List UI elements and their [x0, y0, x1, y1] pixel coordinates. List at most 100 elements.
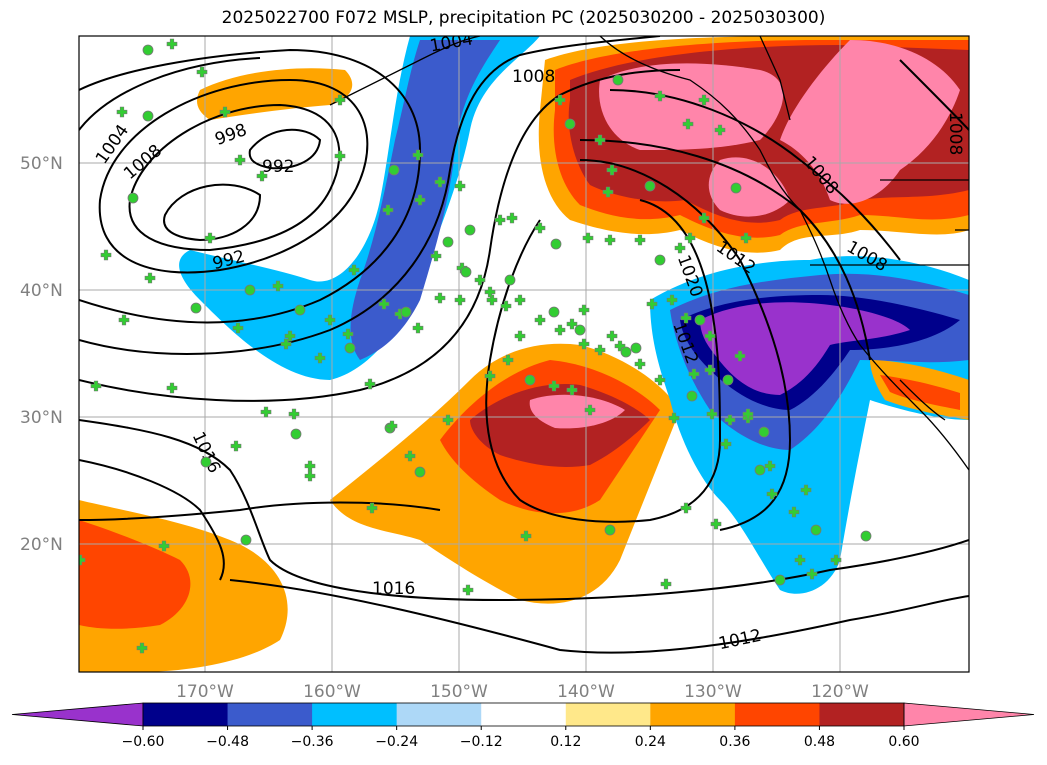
station-marker: [464, 224, 476, 236]
station-marker: [196, 66, 208, 78]
station-marker: [454, 180, 466, 192]
station-marker: [602, 186, 614, 198]
lat-tick-labels: 50°N 40°N 30°N 20°N: [20, 154, 63, 555]
station-marker: [118, 314, 130, 326]
station-marker: [414, 194, 426, 206]
station-marker: [698, 212, 710, 224]
station-marker: [742, 408, 754, 420]
station-marker: [260, 406, 272, 418]
station-marker: [142, 44, 154, 56]
lat-tick-label: 20°N: [20, 535, 63, 555]
station-marker: [219, 106, 231, 118]
station-marker: [694, 314, 706, 326]
lon-tick-label: 170°W: [176, 682, 234, 702]
station-marker: [534, 314, 546, 326]
station-marker: [284, 330, 296, 342]
station-marker: [722, 374, 734, 386]
lon-tick-label: 120°W: [811, 682, 869, 702]
station-marker: [366, 502, 378, 514]
station-marker: [604, 524, 616, 536]
station-marker: [442, 414, 454, 426]
colorbar: −0.60 −0.48 −0.36 −0.24 −0.12 0.12 0.24 0.36 0.4…: [11, 702, 1035, 750]
colorbar-segment: [396, 703, 482, 726]
station-marker: [594, 134, 606, 146]
contour-label: 1008: [945, 112, 965, 155]
station-marker: [578, 338, 590, 350]
station-marker: [90, 380, 102, 392]
coastlines: [329, 36, 969, 471]
map-area: 1004 1008 998 992 992 1008 1016 1016 101…: [79, 36, 969, 672]
station-marker: [740, 232, 752, 244]
station-marker: [334, 94, 346, 106]
station-marker: [500, 300, 512, 312]
lon-tick-label: 130°W: [684, 682, 742, 702]
station-marker: [800, 484, 812, 496]
map-frame: [78, 35, 970, 673]
station-marker: [142, 110, 154, 122]
colorbar-segment: [143, 703, 229, 726]
station-marker: [136, 642, 148, 654]
station-marker: [634, 234, 646, 246]
colorbar-frame: [142, 702, 905, 727]
station-marker: [566, 318, 578, 330]
lat-tick-label: 30°N: [20, 408, 63, 428]
colorbar-tick-label: 0.60: [888, 734, 919, 750]
station-marker: [404, 450, 416, 462]
station-marker: [412, 322, 424, 334]
station-marker: [462, 584, 474, 596]
station-marker: [860, 530, 872, 542]
station-marker: [288, 408, 300, 420]
station-marker: [504, 274, 516, 286]
station-marker: [240, 534, 252, 546]
colorbar-tick-label: −0.36: [291, 734, 334, 750]
station-marker: [682, 118, 694, 130]
colorbar-tick-label: 0.24: [635, 734, 666, 750]
station-marker: [382, 204, 394, 216]
station-marker: [830, 554, 842, 566]
station-marker: [578, 304, 590, 316]
station-marker: [200, 456, 212, 468]
station-marker: [204, 232, 216, 244]
station-marker: [116, 106, 128, 118]
colorbar-tick-label: −0.48: [206, 734, 249, 750]
station-marker: [256, 170, 268, 182]
station-marker: [127, 192, 139, 204]
station-marker: [706, 408, 718, 420]
station-marker: [434, 176, 446, 188]
station-marker: [680, 312, 692, 324]
colorbar-tick-label: 0.12: [550, 734, 581, 750]
station-marker: [574, 324, 586, 336]
station-marker: [604, 234, 616, 246]
lon-tick-labels: 170°W 160°W 150°W 140°W 130°W 120°W: [176, 682, 869, 702]
station-marker: [514, 330, 526, 342]
station-marker: [684, 232, 696, 244]
station-marker: [674, 242, 686, 254]
station-marker: [774, 574, 786, 586]
colorbar-segment: [481, 703, 567, 726]
station-marker: [582, 232, 594, 244]
mslp-contours: [79, 36, 969, 654]
station-marker: [460, 266, 472, 278]
station-marker: [646, 298, 658, 310]
station-marker: [612, 74, 624, 86]
station-marker: [680, 502, 692, 514]
station-marker: [514, 294, 526, 306]
station-marker: [564, 118, 576, 130]
colorbar-segment: [227, 703, 313, 726]
station-marker: [334, 150, 346, 162]
contour-label: 992: [262, 157, 294, 177]
station-marker: [548, 306, 560, 318]
station-marker: [524, 374, 536, 386]
station-marker: [314, 352, 326, 364]
station-marker: [400, 306, 412, 318]
station-marker: [730, 182, 742, 194]
station-marker: [698, 94, 710, 106]
station-marker: [502, 354, 514, 366]
station-marker: [644, 180, 656, 192]
colorbar-extend-low: [11, 702, 144, 727]
station-marker: [166, 382, 178, 394]
station-marker: [294, 304, 306, 316]
station-marker: [378, 298, 390, 310]
station-marker: [686, 390, 698, 402]
station-marker: [344, 342, 356, 354]
